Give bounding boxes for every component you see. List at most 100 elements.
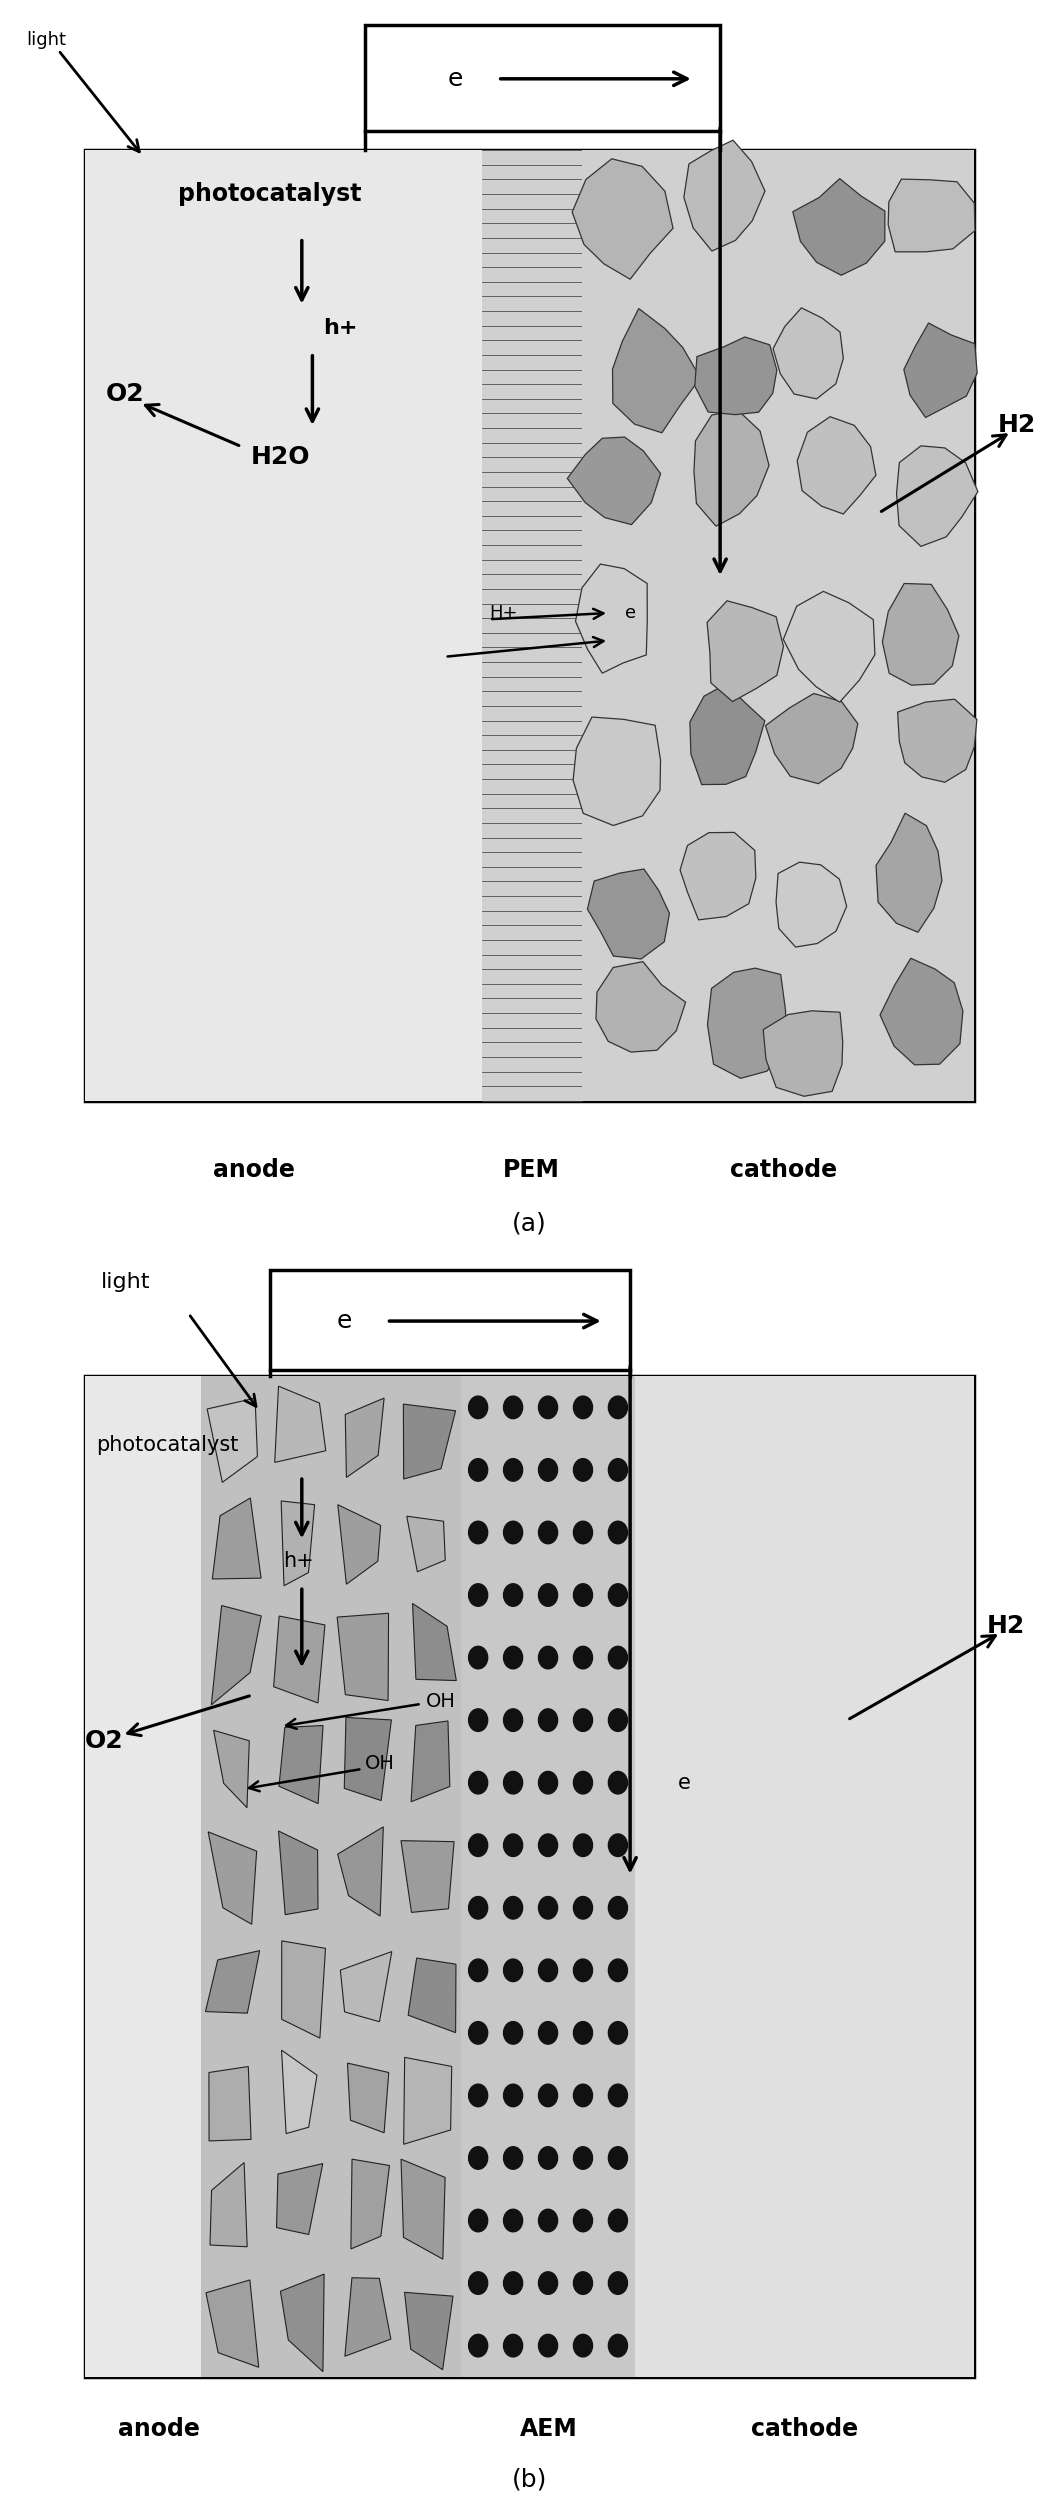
Polygon shape bbox=[876, 813, 941, 933]
Text: photocatalyst: photocatalyst bbox=[96, 1436, 238, 1454]
Text: anode: anode bbox=[213, 1158, 295, 1181]
Text: OH: OH bbox=[365, 1754, 395, 1774]
Polygon shape bbox=[904, 323, 977, 418]
Circle shape bbox=[538, 1646, 557, 1669]
Polygon shape bbox=[274, 1386, 326, 1461]
Circle shape bbox=[609, 1771, 627, 1794]
Polygon shape bbox=[882, 583, 958, 686]
Polygon shape bbox=[572, 158, 674, 280]
Polygon shape bbox=[684, 140, 765, 250]
Text: h+: h+ bbox=[323, 318, 358, 338]
Circle shape bbox=[609, 2022, 627, 2044]
Circle shape bbox=[469, 1959, 487, 1982]
Polygon shape bbox=[764, 1011, 843, 1096]
Text: e: e bbox=[625, 603, 636, 623]
Polygon shape bbox=[273, 1616, 325, 1704]
Polygon shape bbox=[276, 2164, 323, 2234]
Circle shape bbox=[538, 2147, 557, 2169]
Circle shape bbox=[574, 1584, 593, 1606]
Text: AEM: AEM bbox=[520, 2417, 577, 2442]
Circle shape bbox=[538, 2272, 557, 2294]
Circle shape bbox=[504, 2022, 523, 2044]
Circle shape bbox=[504, 1834, 523, 1856]
Circle shape bbox=[538, 1959, 557, 1982]
Text: (a): (a) bbox=[513, 1211, 546, 1236]
Polygon shape bbox=[596, 961, 685, 1051]
Polygon shape bbox=[337, 1614, 389, 1701]
Polygon shape bbox=[210, 2162, 247, 2247]
Circle shape bbox=[538, 2022, 557, 2044]
Polygon shape bbox=[793, 178, 885, 275]
Polygon shape bbox=[889, 180, 975, 253]
Polygon shape bbox=[282, 1942, 325, 2039]
Polygon shape bbox=[689, 683, 765, 786]
Circle shape bbox=[469, 1584, 487, 1606]
Text: cathode: cathode bbox=[751, 2417, 859, 2442]
Circle shape bbox=[538, 1459, 557, 1481]
Circle shape bbox=[504, 2272, 523, 2294]
Polygon shape bbox=[773, 308, 843, 398]
Circle shape bbox=[469, 1709, 487, 1731]
Circle shape bbox=[469, 2022, 487, 2044]
Text: (b): (b) bbox=[511, 2467, 548, 2492]
Circle shape bbox=[538, 2209, 557, 2232]
Polygon shape bbox=[205, 2279, 258, 2367]
Circle shape bbox=[609, 1959, 627, 1982]
Polygon shape bbox=[347, 2064, 389, 2132]
Bar bbox=[85, 150, 974, 1101]
Circle shape bbox=[538, 1709, 557, 1731]
Text: H2: H2 bbox=[998, 413, 1036, 438]
Circle shape bbox=[609, 2147, 627, 2169]
Circle shape bbox=[538, 1584, 557, 1606]
Text: cathode: cathode bbox=[730, 1158, 838, 1181]
Circle shape bbox=[574, 1709, 593, 1731]
Text: OH: OH bbox=[426, 1691, 455, 1711]
Text: PEM: PEM bbox=[503, 1158, 560, 1181]
Text: H2O: H2O bbox=[251, 445, 310, 468]
Polygon shape bbox=[209, 2067, 251, 2142]
Polygon shape bbox=[279, 1726, 323, 1804]
Polygon shape bbox=[281, 2274, 324, 2372]
Circle shape bbox=[574, 1459, 593, 1481]
Circle shape bbox=[538, 1897, 557, 1919]
Polygon shape bbox=[282, 2049, 317, 2134]
Circle shape bbox=[469, 1521, 487, 1544]
Polygon shape bbox=[575, 563, 647, 673]
Circle shape bbox=[609, 2084, 627, 2107]
Polygon shape bbox=[898, 698, 976, 783]
Text: e: e bbox=[448, 68, 463, 90]
Text: O2: O2 bbox=[85, 1729, 123, 1754]
Text: e: e bbox=[337, 1309, 352, 1334]
Polygon shape bbox=[205, 1952, 259, 2014]
Circle shape bbox=[538, 1771, 557, 1794]
Circle shape bbox=[574, 2147, 593, 2169]
Circle shape bbox=[574, 2334, 593, 2357]
Text: O2: O2 bbox=[106, 383, 144, 405]
Polygon shape bbox=[212, 1606, 262, 1704]
Polygon shape bbox=[340, 1952, 392, 2022]
Circle shape bbox=[574, 2084, 593, 2107]
Circle shape bbox=[504, 1709, 523, 1731]
Circle shape bbox=[574, 2022, 593, 2044]
Polygon shape bbox=[403, 2057, 452, 2144]
Circle shape bbox=[504, 2084, 523, 2107]
Polygon shape bbox=[403, 1404, 455, 1479]
Circle shape bbox=[538, 2084, 557, 2107]
Polygon shape bbox=[345, 2277, 391, 2357]
Circle shape bbox=[609, 1396, 627, 1419]
Polygon shape bbox=[351, 2159, 390, 2249]
Polygon shape bbox=[408, 1959, 456, 2032]
Bar bbox=[635, 1376, 974, 2377]
Polygon shape bbox=[407, 1516, 445, 1571]
Circle shape bbox=[609, 1834, 627, 1856]
Circle shape bbox=[574, 1834, 593, 1856]
Polygon shape bbox=[208, 1399, 257, 1481]
Polygon shape bbox=[281, 1501, 315, 1586]
Polygon shape bbox=[568, 438, 661, 525]
Polygon shape bbox=[612, 308, 700, 433]
Bar bbox=[461, 1376, 635, 2377]
Circle shape bbox=[609, 1646, 627, 1669]
Circle shape bbox=[469, 2147, 487, 2169]
Circle shape bbox=[469, 1834, 487, 1856]
Polygon shape bbox=[707, 968, 786, 1078]
